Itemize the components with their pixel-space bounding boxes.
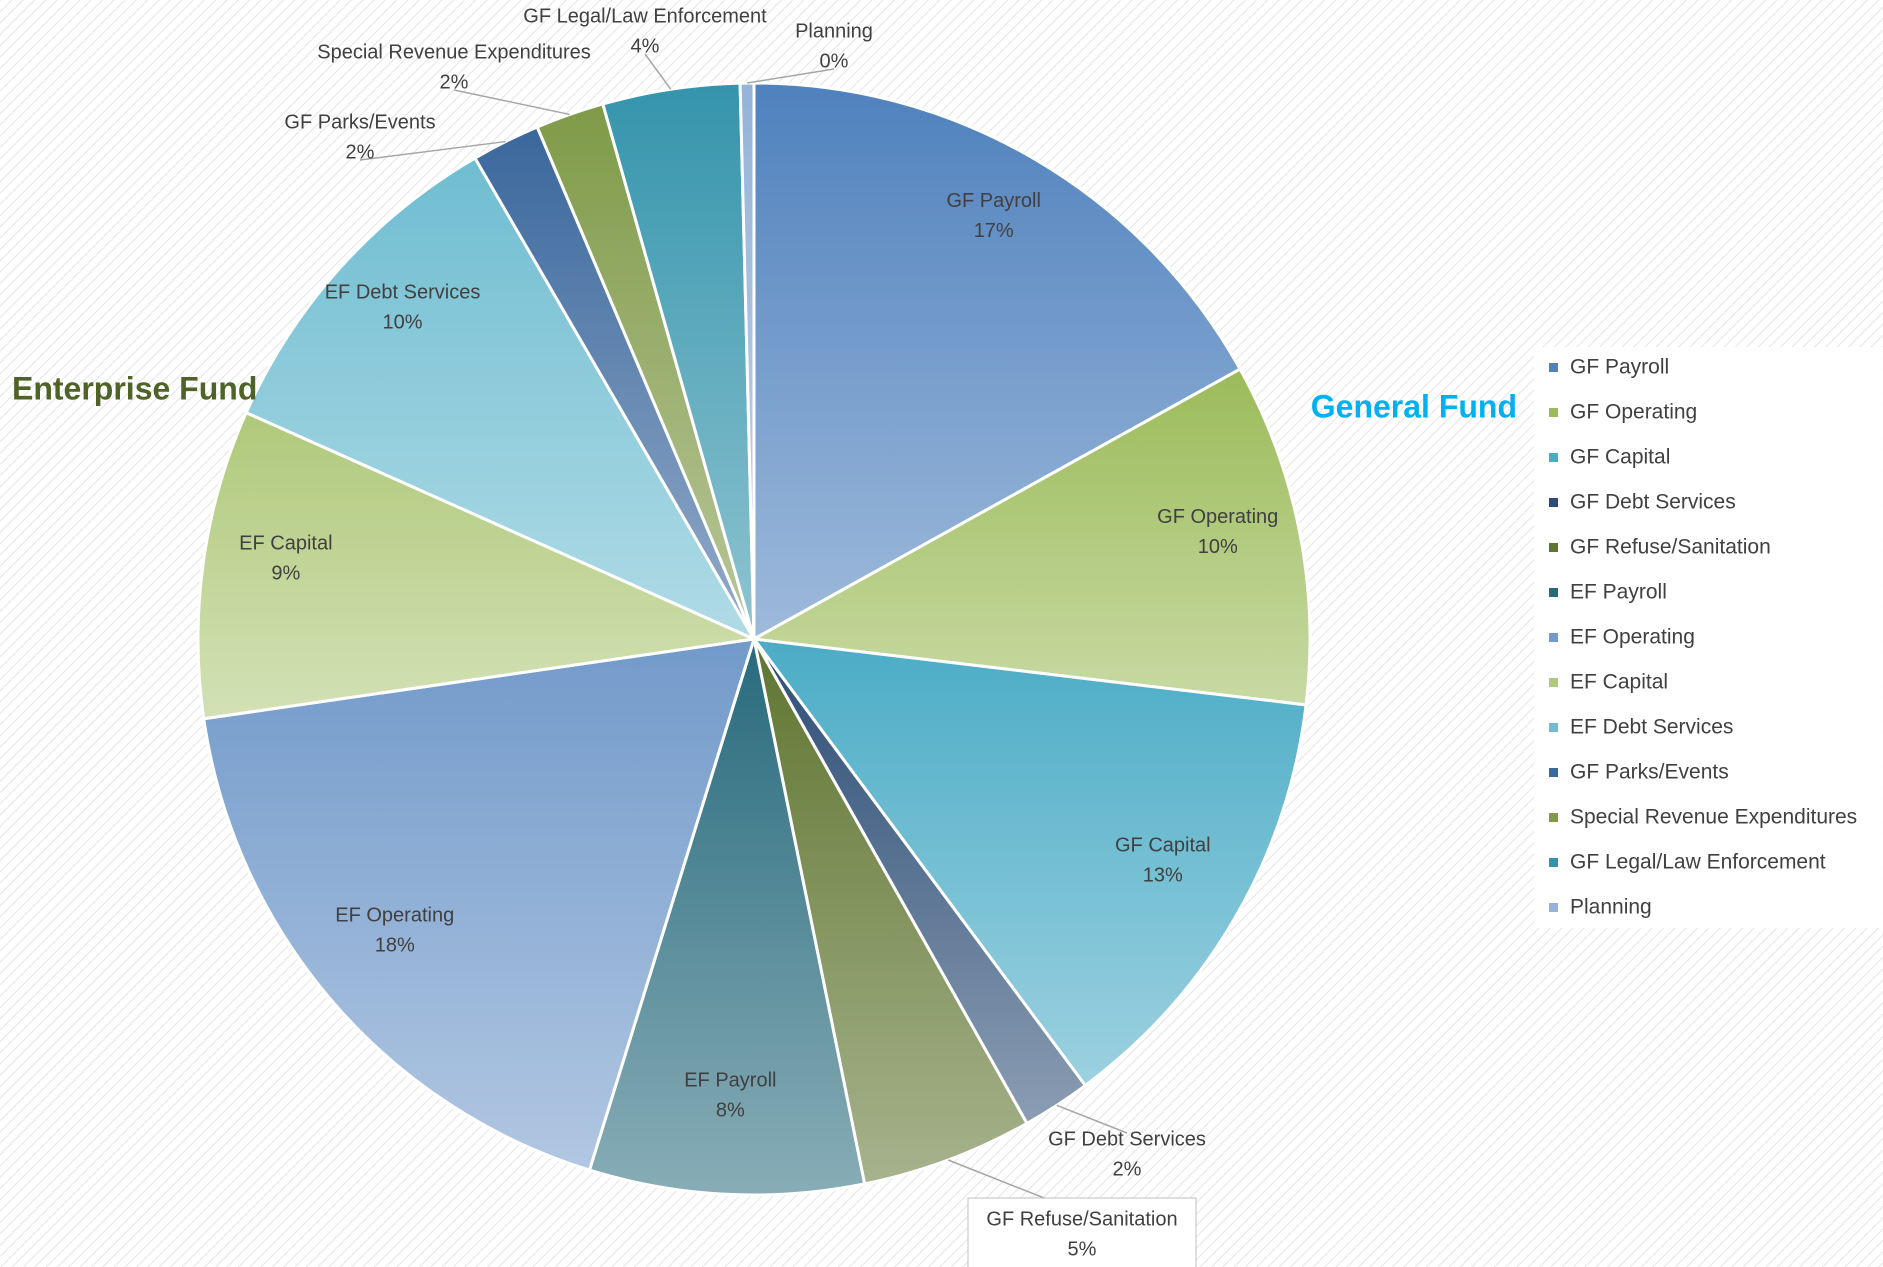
legend-marker xyxy=(1549,633,1558,642)
slice-label: GF Parks/Events xyxy=(284,111,435,133)
legend-label: GF Refuse/Sanitation xyxy=(1570,536,1771,559)
pie-slice xyxy=(750,637,1308,1088)
slice-label: GF Legal/Law Enforcement xyxy=(523,5,767,27)
legend-marker xyxy=(1549,903,1558,912)
legend-marker xyxy=(1549,723,1558,732)
legend-marker xyxy=(1549,453,1558,462)
slice-label: GF Capital xyxy=(1115,834,1211,856)
pie-slice xyxy=(752,81,1243,642)
slice-label: GF Refuse/Sanitation xyxy=(986,1208,1177,1230)
slice-value-label: 2% xyxy=(1113,1158,1142,1180)
slice-label: EF Capital xyxy=(239,532,332,554)
pie-slice xyxy=(202,637,757,1172)
legend-box xyxy=(1534,347,1883,928)
slice-value-label: 2% xyxy=(346,141,375,163)
slice-value-label: 9% xyxy=(271,562,300,584)
legend-label: Special Revenue Expenditures xyxy=(1570,806,1857,829)
legend-marker xyxy=(1549,588,1558,597)
slice-label: GF Payroll xyxy=(946,190,1040,212)
slice-value-label: 4% xyxy=(631,35,660,57)
legend-label: EF Capital xyxy=(1570,671,1668,694)
legend-marker xyxy=(1549,858,1558,867)
legend-label: EF Payroll xyxy=(1570,581,1667,604)
leader-line xyxy=(453,89,570,116)
legend-label: Planning xyxy=(1570,896,1652,919)
legend-marker xyxy=(1549,408,1558,417)
legend-marker xyxy=(1549,813,1558,822)
leader-line xyxy=(1056,1104,1128,1134)
slice-value-label: 5% xyxy=(1068,1238,1097,1260)
slice-label: EF Operating xyxy=(335,904,454,926)
slice-label: EF Payroll xyxy=(684,1069,776,1091)
slice-label: Planning xyxy=(795,20,873,42)
pie-slice xyxy=(738,81,756,640)
legend-label: GF Capital xyxy=(1570,446,1670,469)
slice-value-label: 13% xyxy=(1143,864,1183,886)
leader-line xyxy=(359,140,506,161)
slice-value-label: 10% xyxy=(1198,536,1238,558)
pie-slice xyxy=(196,410,760,721)
slice-value-label: 18% xyxy=(375,934,415,956)
annotation: General Fund xyxy=(1311,388,1517,424)
legend-marker xyxy=(1549,363,1558,372)
legend-label: EF Operating xyxy=(1570,626,1695,649)
leader-line xyxy=(644,53,672,90)
slice-value-label: 10% xyxy=(383,311,423,333)
slice-value-label: 17% xyxy=(974,220,1014,242)
slice-label: GF Debt Services xyxy=(1048,1128,1206,1150)
legend-marker xyxy=(1549,498,1558,507)
slice-label: Special Revenue Expenditures xyxy=(317,41,591,63)
legend-label: GF Parks/Events xyxy=(1570,761,1729,784)
legend-label: GF Debt Services xyxy=(1570,491,1736,514)
slice-value-label: 0% xyxy=(820,50,849,72)
leader-line xyxy=(746,68,835,84)
pie-slice xyxy=(752,638,1030,1186)
pie-slice xyxy=(244,156,758,643)
annotation: Enterprise Fund xyxy=(12,370,257,406)
slice-value-label: 8% xyxy=(716,1099,745,1121)
legend-label: EF Debt Services xyxy=(1570,716,1733,739)
slice-value-label: 2% xyxy=(440,71,469,93)
legend-label: GF Payroll xyxy=(1570,356,1669,379)
legend-marker xyxy=(1549,678,1558,687)
slice-label: GF Operating xyxy=(1157,506,1278,528)
pie-slice xyxy=(749,367,1312,707)
legend-marker xyxy=(1549,543,1558,552)
pie-slice xyxy=(587,638,867,1197)
legend-label: GF Legal/Law Enforcement xyxy=(1570,851,1826,874)
legend-marker xyxy=(1549,768,1558,777)
label-box xyxy=(967,1197,1197,1267)
legend-label: GF Operating xyxy=(1570,401,1697,424)
slice-label: EF Debt Services xyxy=(325,281,481,303)
